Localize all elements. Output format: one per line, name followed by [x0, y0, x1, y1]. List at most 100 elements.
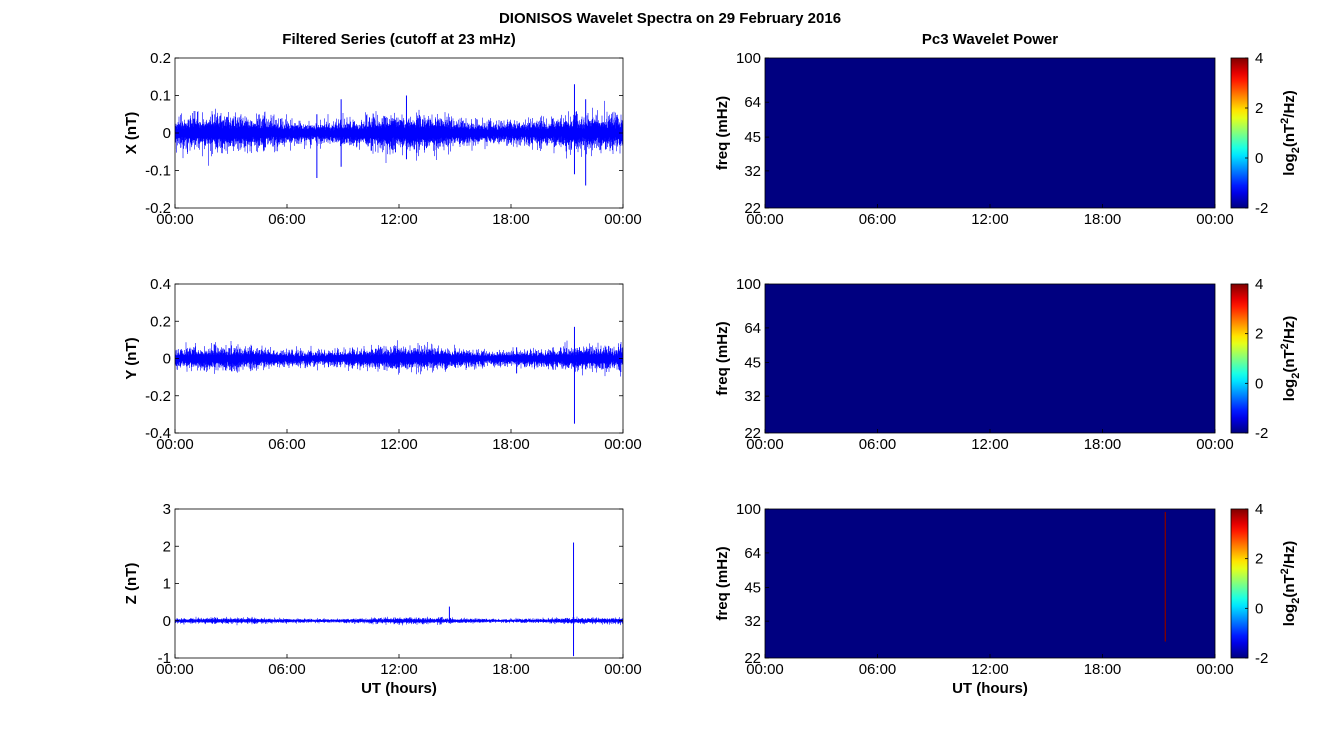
ytick-label: 32	[744, 613, 761, 630]
heatmap-field	[765, 509, 1215, 658]
ts-xtick-label: 06:00	[268, 436, 306, 453]
wv-xtick-label: 00:00	[746, 211, 784, 228]
heatmap-field	[765, 58, 1215, 208]
colorbar-tick-label: 0	[1255, 600, 1263, 617]
ytick-label: 0.1	[150, 88, 171, 105]
ytick-label: 45	[744, 580, 761, 597]
ytick-label: 1	[163, 576, 171, 593]
colorbar-tick-label: 4	[1255, 501, 1263, 518]
ytick-label: 22	[744, 200, 761, 217]
ylabel: freq (mHz)	[714, 546, 731, 620]
ts-xtick-label: 00:00	[156, 436, 194, 453]
timeseries-panel-x: 0.20.10-0.1-0.200:00 06:00 12:00 18:00 00:00…	[123, 50, 642, 228]
ytick-label: 100	[736, 276, 761, 293]
ts-xtick-label: 06:00	[268, 661, 306, 678]
ytick-label: 64	[744, 545, 761, 562]
wv-xtick-label: 06:00	[859, 436, 897, 453]
ytick-label: 45	[744, 355, 761, 372]
ytick-label: 45	[744, 129, 761, 146]
ytick-label: 32	[744, 163, 761, 180]
ts-xtick-label: 00:00	[604, 211, 642, 228]
colorbar-label: log2(nT2/Hz)	[1279, 541, 1302, 627]
ytick-label: 0	[163, 351, 171, 368]
ts-xtick-label: 18:00	[492, 661, 530, 678]
ylabel: Z (nT)	[123, 563, 140, 605]
wv-xtick-label: 06:00	[859, 661, 897, 678]
ytick-label: 0	[163, 613, 171, 630]
ytick-label: -0.2	[145, 388, 171, 405]
wv-xtick-label: 12:00	[971, 211, 1009, 228]
wv-xtick-label: 00:00	[1196, 211, 1234, 228]
ts-xtick-label: 18:00	[492, 436, 530, 453]
ylabel: freq (mHz)	[714, 321, 731, 395]
wv-xtick-label: 18:00	[1084, 661, 1122, 678]
colorbar-tick-label: 4	[1255, 276, 1263, 293]
wv-xtick-label: 00:00	[1196, 661, 1234, 678]
series-line-y	[175, 340, 623, 377]
ts-xtick-label: 00:00	[156, 661, 194, 678]
ts-xtick-label: 00:00	[604, 436, 642, 453]
ytick-label: -0.1	[145, 163, 171, 180]
ytick-label: 64	[744, 94, 761, 111]
right-column-title: Pc3 Wavelet Power	[922, 31, 1058, 48]
colorbar-tick-label: 4	[1255, 50, 1263, 67]
colorbar-tick-label: 0	[1255, 375, 1263, 392]
ytick-label: 22	[744, 650, 761, 667]
series-line-z	[175, 616, 623, 626]
colorbar-gradient	[1230, 508, 1249, 659]
colorbar: 4 2 0 -2 log2(nT2/Hz)	[1230, 501, 1302, 667]
series-line-x	[175, 100, 623, 166]
ytick-label: 0	[163, 125, 171, 142]
ylabel: Y (nT)	[123, 337, 140, 379]
colorbar-tick-label: 2	[1255, 100, 1263, 117]
ytick-label: 2	[163, 538, 171, 555]
colorbar-tick-label: 0	[1255, 150, 1263, 167]
colorbar-label: log2(nT2/Hz)	[1279, 316, 1302, 402]
ts-xtick-label: 12:00	[380, 436, 418, 453]
colorbar-tick-label: -2	[1255, 650, 1268, 667]
colorbar-tick-label: -2	[1255, 425, 1268, 442]
ylabel: freq (mHz)	[714, 96, 731, 170]
ytick-label: 22	[744, 425, 761, 442]
colorbar-tick-label: 2	[1255, 326, 1263, 343]
ts-xtick-label: 18:00	[492, 211, 530, 228]
wv-xtick-label: 00:00	[746, 436, 784, 453]
xlabel: UT (hours)	[361, 680, 437, 697]
ytick-label: -0.4	[145, 425, 171, 442]
ts-xtick-label: 00:00	[604, 661, 642, 678]
colorbar-gradient	[1230, 283, 1249, 434]
wv-xtick-label: 18:00	[1084, 211, 1122, 228]
ytick-label: -1	[158, 650, 171, 667]
colorbar-tick-label: 2	[1255, 551, 1263, 568]
xlabel: UT (hours)	[952, 680, 1028, 697]
heatmap-field	[765, 284, 1215, 433]
ytick-label: 0.2	[150, 313, 171, 330]
colorbar-gradient	[1230, 57, 1249, 209]
wv-xtick-label: 06:00	[859, 211, 897, 228]
ts-xtick-label: 00:00	[156, 211, 194, 228]
ytick-label: -0.2	[145, 200, 171, 217]
ytick-label: 100	[736, 501, 761, 518]
ytick-label: 0.4	[150, 276, 171, 293]
colorbar: 4 2 0 -2 log2(nT2/Hz)	[1230, 276, 1302, 442]
figure-suptitle: DIONISOS Wavelet Spectra on 29 February …	[499, 10, 841, 27]
ytick-label: 3	[163, 501, 171, 518]
wv-xtick-label: 12:00	[971, 436, 1009, 453]
ytick-label: 100	[736, 50, 761, 67]
wv-xtick-label: 18:00	[1084, 436, 1122, 453]
ytick-label: 64	[744, 320, 761, 337]
timeseries-panel-y: 0.40.20-0.2-0.400:00 06:00 12:00 18:00 00:00…	[123, 276, 642, 453]
ts-xtick-label: 12:00	[380, 211, 418, 228]
ytick-label: 32	[744, 388, 761, 405]
colorbar: 4 2 0 -2 log2(nT2/Hz)	[1230, 50, 1302, 217]
wv-xtick-label: 12:00	[971, 661, 1009, 678]
colorbar-label: log2(nT2/Hz)	[1279, 90, 1302, 176]
colorbar-tick-label: -2	[1255, 200, 1268, 217]
wv-xtick-label: 00:00	[1196, 436, 1234, 453]
